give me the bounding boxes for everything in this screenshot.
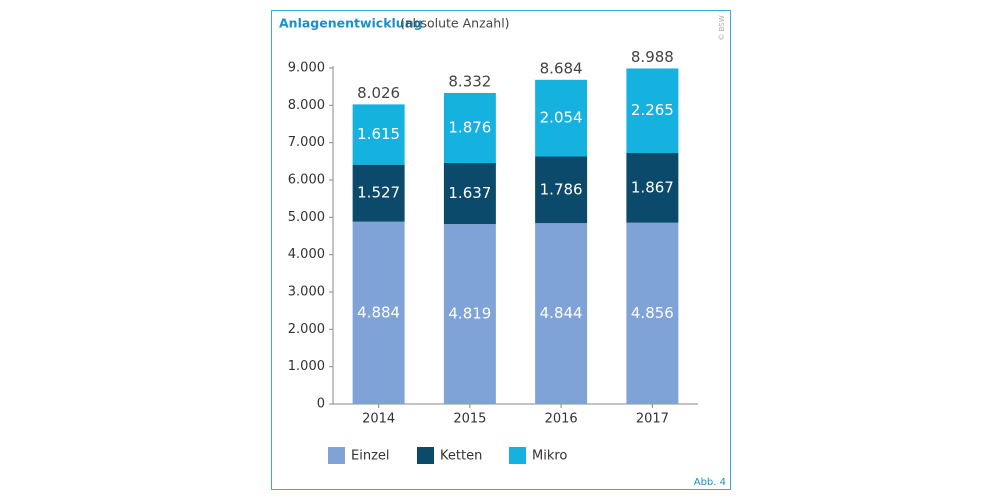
- y-tick-label: 1.000: [288, 359, 325, 374]
- total-label: 8.026: [357, 84, 400, 102]
- bar-segment: [443, 92, 496, 163]
- y-tick-label: 6.000: [288, 173, 325, 188]
- legend-swatch: [328, 447, 345, 464]
- bar-segment: [352, 104, 405, 165]
- value-label: 4.856: [631, 304, 674, 322]
- value-label: 1.615: [357, 125, 400, 143]
- chart-title: Anlagenentwicklung: [279, 16, 423, 31]
- bar-segment: [626, 68, 679, 154]
- total-label: 8.684: [540, 59, 583, 77]
- y-tick-label: 2.000: [288, 322, 325, 337]
- value-label: 1.527: [357, 184, 400, 202]
- value-label: 2.265: [631, 101, 674, 119]
- y-tick-label: 7.000: [288, 135, 325, 150]
- value-label: 1.637: [448, 184, 491, 202]
- x-tick-label: 2016: [545, 412, 578, 427]
- y-tick-label: 3.000: [288, 285, 325, 300]
- value-label: 4.844: [540, 304, 583, 322]
- y-tick-label: 0: [317, 397, 325, 412]
- value-label: 1.786: [540, 180, 583, 198]
- value-label: 4.884: [357, 303, 400, 321]
- bar-segment: [535, 223, 588, 404]
- y-tick-label: 8.000: [288, 98, 325, 113]
- legend-label: Einzel: [351, 449, 390, 464]
- bar-segment: [626, 153, 679, 223]
- bar-segment: [443, 162, 496, 225]
- bar-segment: [535, 79, 588, 157]
- value-label: 1.867: [631, 178, 674, 196]
- legend-label: Ketten: [440, 449, 482, 464]
- x-tick-label: 2017: [636, 412, 669, 427]
- legend-label: Mikro: [532, 449, 567, 464]
- value-label: 2.054: [540, 109, 583, 127]
- y-tick-label: 4.000: [288, 247, 325, 262]
- bar-segment: [352, 221, 405, 404]
- y-tick-label: 5.000: [288, 210, 325, 225]
- legend-swatch: [509, 447, 526, 464]
- x-tick-label: 2015: [453, 412, 486, 427]
- total-label: 8.332: [448, 72, 491, 90]
- x-tick-label: 2014: [362, 412, 395, 427]
- y-tick-label: 9.000: [288, 61, 325, 76]
- figure-label: Abb. 4: [694, 477, 726, 488]
- total-label: 8.988: [631, 48, 674, 66]
- bar-segment: [443, 224, 496, 404]
- value-label: 4.819: [448, 305, 491, 323]
- bar-segment: [535, 156, 588, 224]
- chart-subtitle: (absolute Anzahl): [400, 16, 510, 31]
- bar-segment: [626, 222, 679, 404]
- bar-segment: [352, 164, 405, 222]
- source-note: © BSW: [718, 15, 726, 40]
- legend-swatch: [417, 447, 434, 464]
- value-label: 1.876: [448, 118, 491, 136]
